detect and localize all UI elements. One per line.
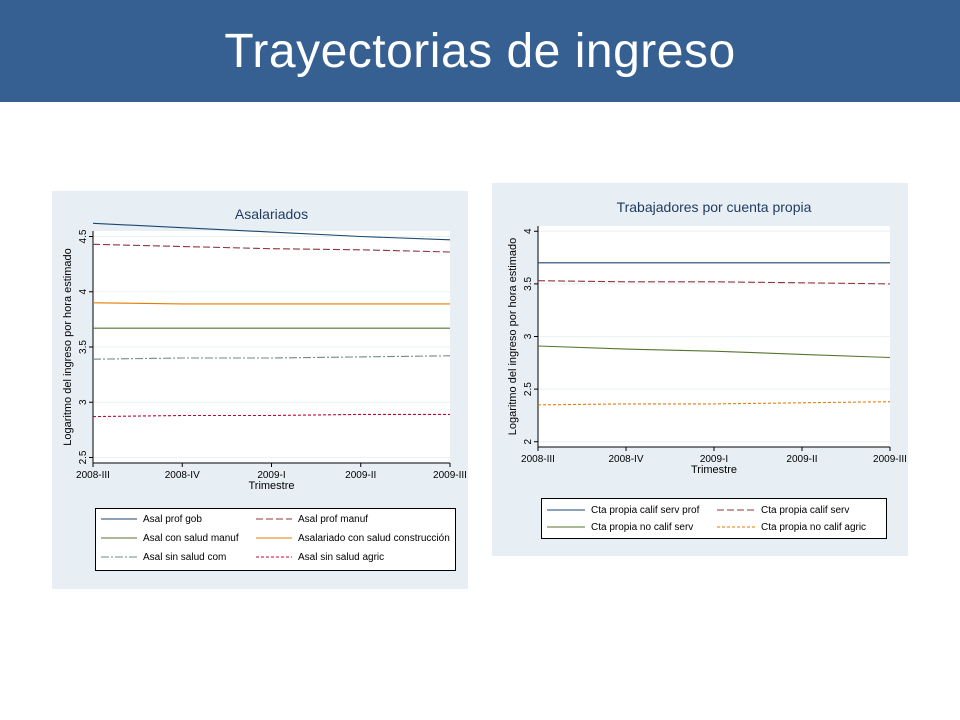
y-tick-label: 4.5 (78, 229, 89, 243)
legend-label: Cta propia calif serv (761, 504, 850, 516)
legend-label: Asal con salud manuf (143, 532, 239, 544)
y-axis-label: Logaritmo del ingreso por hora estimado (507, 238, 519, 436)
legend-item: Asal sin salud agric (256, 550, 384, 564)
y-axis-label: Logaritmo del ingreso por hora estimado (62, 248, 74, 446)
series-line (92, 413, 450, 418)
chart-panel-asalariados: 2.5 3 3.5 4 4.5 2008-III 2008-IV 2009-I 2009-II 2… (52, 191, 468, 589)
y-tick-label: 2.5 (523, 382, 534, 396)
legend-item: Cta propia calif serv (717, 503, 849, 517)
legend-label: Asalariado con salud construcción (298, 532, 450, 544)
legend-asalariados: Asal prof gob Asal prof manuf Asal con sal… (95, 508, 456, 571)
legend-label: Asal prof gob (143, 513, 202, 525)
legend-swatch (256, 556, 292, 558)
legend-swatch (256, 518, 292, 520)
legend-item: Asal prof manuf (256, 512, 368, 526)
legend-swatch (547, 526, 585, 528)
legend-swatch (101, 518, 137, 520)
x-tick-label: 2009-I (257, 470, 285, 481)
legend-swatch (101, 537, 137, 539)
y-tick-label: 4 (78, 289, 89, 295)
series-line (92, 355, 451, 360)
y-tick-label: 3 (78, 399, 89, 405)
x-tick-label: 2009-III (873, 454, 907, 465)
legend-item: Asal sin salud com (101, 550, 226, 564)
legend-item: Asalariado con salud construcción (256, 531, 450, 545)
x-tick-label: 2009-II (345, 470, 376, 481)
legend-label: Asal sin salud com (143, 551, 227, 563)
x-axis-label: Trimestre (248, 480, 294, 492)
legend-swatch (256, 537, 292, 539)
y-tick-label: 4 (523, 228, 534, 234)
x-axis-label: Trimestre (691, 464, 737, 476)
x-tick-label: 2009-I (700, 454, 728, 465)
series-line (92, 222, 451, 241)
legend-item: Cta propia no calif agric (717, 520, 866, 534)
x-tick-label: 2008-III (521, 454, 555, 465)
legend-cuenta-propia: Cta propia calif serv prof Cta propia cal… (541, 498, 887, 539)
y-tick-label: 3.5 (78, 340, 89, 354)
legend-label: Cta propia no calif agric (761, 521, 867, 533)
x-tick-label: 2009-III (433, 470, 467, 481)
slide-header: Trayectorias de ingreso (0, 0, 960, 102)
chart-title: Asalariados (235, 206, 308, 222)
chart-title: Trabajadores por cuenta propia (617, 199, 812, 215)
chart-cuenta-propia: 2 2.5 3 3.5 4 2008-III 2008-IV 2009-I 2009-II 200… (507, 199, 907, 476)
chart-asalariados: 2.5 3 3.5 4 4.5 2008-III 2008-IV 2009-I 2009-II 2… (62, 206, 467, 492)
slide-title: Trayectorias de ingreso (224, 24, 736, 78)
legend-label: Asal prof manuf (298, 513, 369, 525)
y-tick-label: 3.5 (523, 276, 534, 290)
series-line (537, 401, 891, 406)
legend-swatch (717, 526, 755, 528)
y-tick-label: 2.5 (78, 450, 89, 464)
legend-item: Asal prof gob (101, 512, 202, 526)
x-tick-label: 2008-IV (608, 454, 643, 465)
legend-swatch (101, 556, 137, 558)
y-tick-label: 3 (523, 333, 534, 339)
x-tick-label: 2009-II (786, 454, 817, 465)
legend-label: Asal sin salud agric (298, 551, 385, 563)
series-line (92, 302, 450, 305)
series-line (537, 280, 891, 285)
chart-panel-cuenta-propia: 2 2.5 3 3.5 4 2008-III 2008-IV 2009-I 2009-II 200… (492, 183, 908, 556)
legend-swatch (717, 509, 755, 511)
legend-item: Asal con salud manuf (101, 531, 239, 545)
legend-label: Cta propia no calif serv (591, 521, 694, 533)
series-line (537, 345, 891, 359)
y-tick-label: 2 (523, 439, 534, 445)
legend-swatch (547, 509, 585, 511)
legend-label: Cta propia calif serv prof (591, 504, 700, 516)
legend-item: Cta propia no calif serv (547, 520, 693, 534)
x-tick-label: 2008-IV (165, 470, 200, 481)
x-tick-label: 2008-III (76, 470, 110, 481)
legend-item: Cta propia calif serv prof (547, 503, 699, 517)
